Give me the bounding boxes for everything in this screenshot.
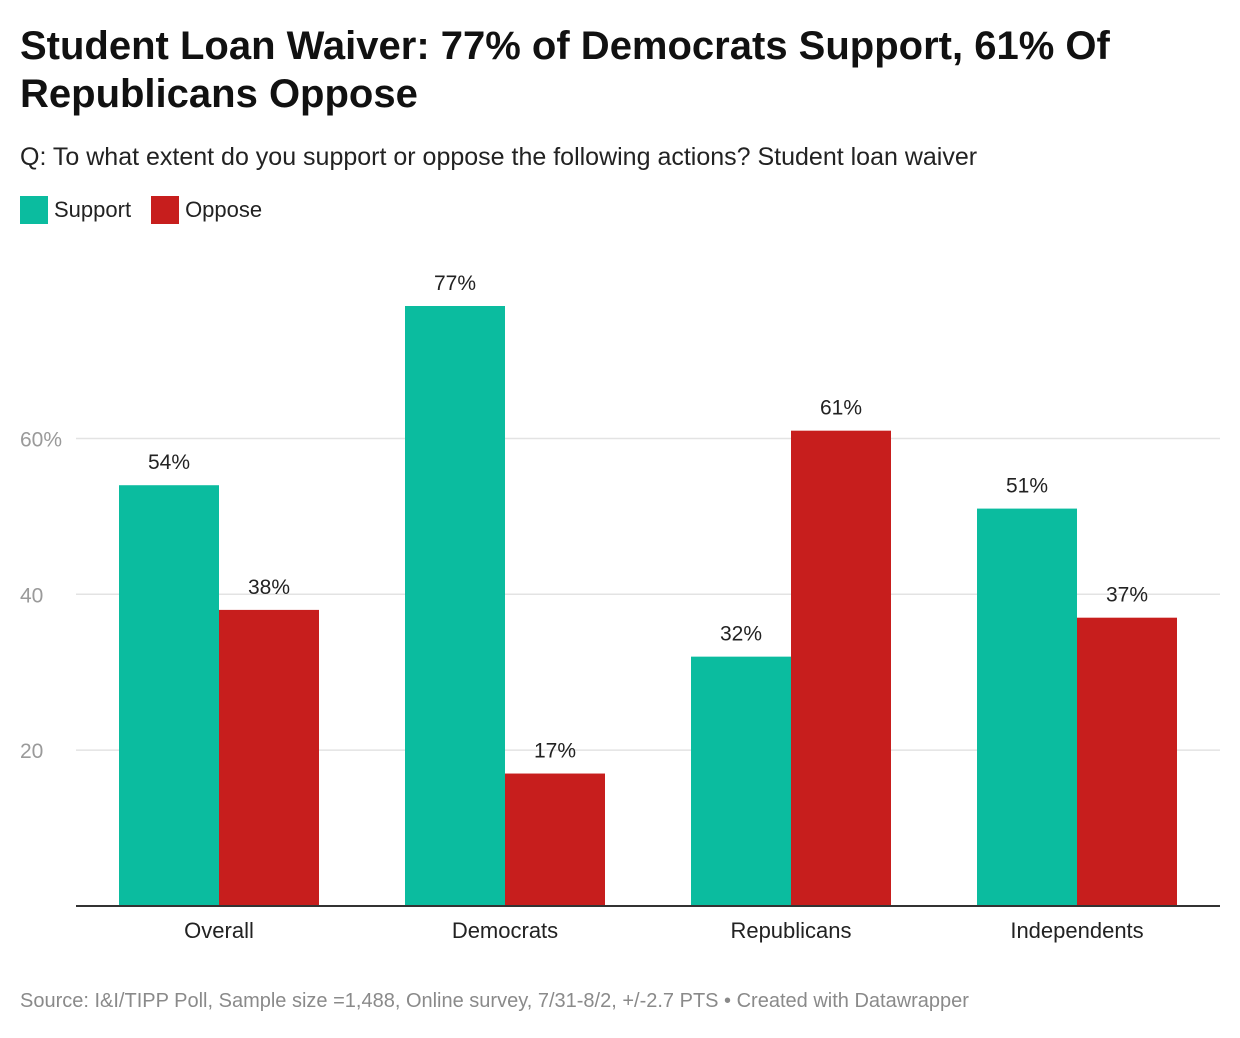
bar-support bbox=[977, 508, 1077, 906]
y-tick-label: 40 bbox=[20, 584, 43, 607]
legend-swatch-oppose bbox=[151, 196, 180, 224]
bar-value-label: 77% bbox=[434, 272, 476, 295]
bar-value-label: 37% bbox=[1106, 584, 1148, 607]
bar-value-label: 54% bbox=[148, 451, 190, 474]
bar-chart: 20 40 60% 54% 38% Overall 77% 17% Democrats 32% 61… bbox=[20, 272, 1220, 943]
bar-oppose bbox=[219, 609, 319, 906]
y-tick-label: 60% bbox=[20, 428, 62, 451]
chart-title: Student Loan Waiver: 77% of Democrats Su… bbox=[20, 24, 1110, 116]
legend-item-support: Support bbox=[20, 196, 131, 224]
bar-support bbox=[119, 485, 219, 906]
legend-swatch-support bbox=[20, 196, 48, 224]
bar-value-label: 51% bbox=[1006, 475, 1048, 498]
source-footer: Source: I&I/TIPP Poll, Sample size =1,48… bbox=[20, 990, 969, 1012]
bar-value-label: 61% bbox=[820, 397, 862, 420]
x-category-label: Democrats bbox=[452, 918, 558, 943]
x-category-label: Republicans bbox=[730, 918, 851, 943]
bar-support bbox=[691, 656, 791, 906]
bar-value-label: 17% bbox=[534, 740, 576, 763]
legend-label-support: Support bbox=[54, 197, 132, 222]
bar-oppose bbox=[791, 430, 891, 906]
y-tick-label: 20 bbox=[20, 740, 43, 763]
bar-support bbox=[405, 306, 505, 906]
bar-value-label: 38% bbox=[248, 576, 290, 599]
legend-item-oppose: Oppose bbox=[151, 196, 262, 224]
bar-oppose bbox=[1077, 617, 1177, 906]
bar-value-label: 32% bbox=[720, 623, 762, 646]
legend: Support Oppose bbox=[20, 196, 282, 224]
x-category-label: Independents bbox=[1010, 918, 1143, 943]
bar-oppose bbox=[505, 773, 605, 906]
chart-subtitle: Q: To what extent do you support or oppo… bbox=[20, 143, 978, 171]
x-category-label: Overall bbox=[184, 918, 254, 943]
legend-label-oppose: Oppose bbox=[185, 197, 263, 222]
